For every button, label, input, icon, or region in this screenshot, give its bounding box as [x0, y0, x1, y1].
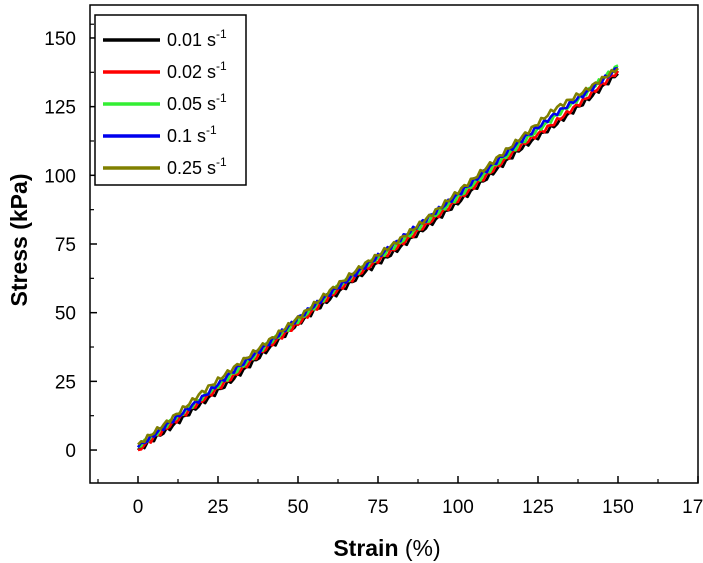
legend-label: 0.1 s-1 [167, 123, 217, 146]
y-tick-label: 150 [44, 29, 76, 50]
series-line [137, 67, 620, 446]
y-tick-label: 50 [55, 304, 76, 325]
y-tick-label: 100 [44, 166, 76, 187]
y-tick-label: 125 [44, 98, 76, 119]
x-axis-title: Strain (%) [333, 535, 440, 561]
x-tick-label: 0 [133, 497, 144, 518]
legend-label: 0.25 s-1 [167, 155, 227, 178]
x-tick-label: 100 [442, 497, 474, 518]
x-tick-label: 75 [367, 497, 388, 518]
series-line [136, 66, 619, 449]
y-tick-label: 0 [65, 441, 76, 462]
legend-label: 0.02 s-1 [167, 59, 227, 82]
y-axis-title: Stress (kPa) [6, 174, 32, 307]
x-tick-label: 125 [522, 497, 554, 518]
legend-label: 0.01 s-1 [167, 27, 227, 50]
y-tick-label: 25 [55, 372, 76, 393]
x-tick-label: 50 [287, 497, 308, 518]
y-tick-label: 75 [55, 235, 76, 256]
legend-box [94, 14, 247, 186]
x-tick-label: 25 [207, 497, 228, 518]
x-tick-label: 175 [682, 497, 703, 518]
legend-label: 0.05 s-1 [167, 91, 227, 114]
x-tick-label: 150 [602, 497, 634, 518]
